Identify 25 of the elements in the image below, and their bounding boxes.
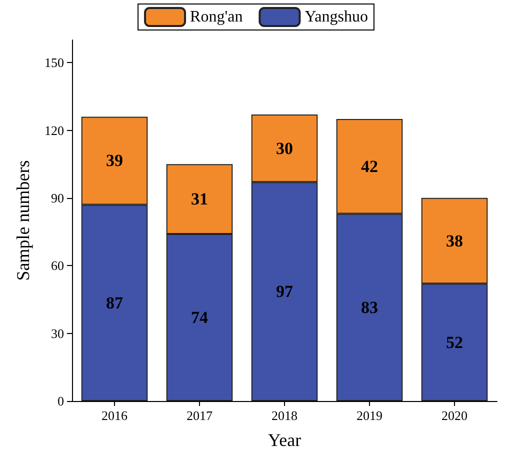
y-tick-label: 0 bbox=[58, 394, 64, 408]
y-tick-label: 150 bbox=[44, 55, 64, 70]
x-tick-label: 2016 bbox=[102, 408, 128, 423]
y-axis-title: Sample numbers bbox=[13, 160, 33, 281]
x-tick-label: 2019 bbox=[356, 408, 382, 423]
data-label: 38 bbox=[446, 231, 463, 250]
data-label: 42 bbox=[361, 156, 378, 176]
data-label: 31 bbox=[191, 190, 208, 209]
data-label: 97 bbox=[276, 282, 294, 302]
data-label: 83 bbox=[361, 298, 378, 317]
x-tick-label: 2020 bbox=[442, 408, 468, 423]
legend-label: Yangshuo bbox=[304, 8, 368, 26]
data-label: 30 bbox=[276, 138, 293, 158]
x-axis-title: Year bbox=[268, 430, 302, 450]
y-tick-label: 90 bbox=[51, 190, 64, 206]
x-tick-label: 2017 bbox=[186, 408, 213, 423]
y-tick-label: 60 bbox=[51, 258, 64, 274]
data-label: 87 bbox=[106, 293, 124, 312]
x-tick-label: 2018 bbox=[272, 408, 298, 423]
data-label: 74 bbox=[191, 308, 208, 328]
legend-label: Rong'an bbox=[190, 8, 243, 26]
data-label: 52 bbox=[446, 332, 463, 352]
y-tick-label: 30 bbox=[51, 326, 64, 341]
y-tick-label: 120 bbox=[44, 122, 64, 138]
data-label: 39 bbox=[106, 151, 123, 170]
